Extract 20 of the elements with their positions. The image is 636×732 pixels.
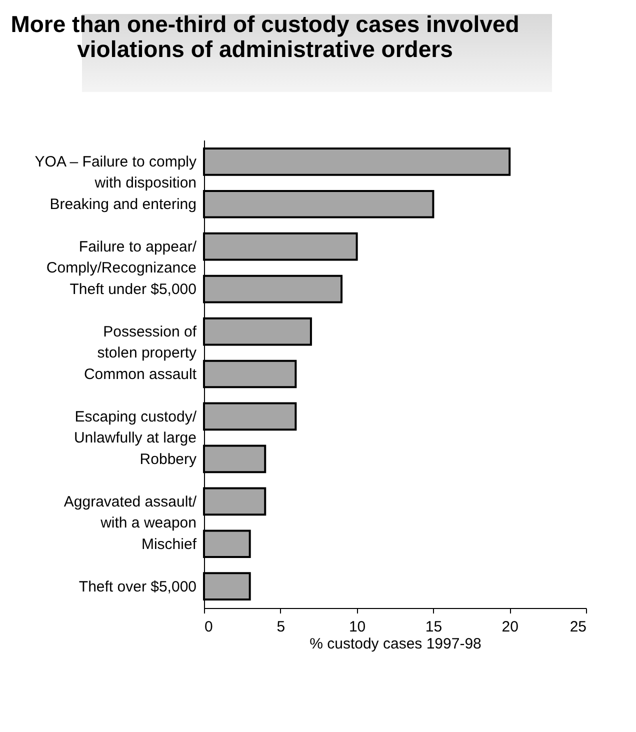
text: More than one-third of custody cases involved xyxy=(10,11,520,37)
y-tick-label: Robbery xyxy=(140,450,197,468)
y-tick-label: Theft over $5,000 xyxy=(78,578,196,596)
y-tick-label: Mischief xyxy=(141,536,198,553)
y-tick-label: YOA – Failure to comply with disposition xyxy=(34,154,197,192)
y-tick-label: Failure to appear/ Comply/Recognizance xyxy=(46,238,198,277)
x-tick-label: 0 xyxy=(204,618,213,636)
y-tick-label: Possession of stolen property xyxy=(97,324,198,362)
y-tick-label: Common assault xyxy=(84,366,198,383)
text: violations of administrative orders xyxy=(77,36,453,62)
x-tick-label: 5 xyxy=(276,618,286,636)
y-tick-label: Escaping custody/ Unlawfully at large xyxy=(74,408,198,446)
x-tick-label: 10 xyxy=(348,618,366,636)
x-tick-label: 25 xyxy=(570,618,586,636)
x-tick-label: 20 xyxy=(502,618,518,636)
x-tick-label: 15 xyxy=(425,618,442,636)
y-tick-label: Theft under $5,000 xyxy=(70,281,196,298)
x-axis-title: % custody cases 1997-98 xyxy=(310,636,482,652)
y-tick-label: Breaking and entering xyxy=(50,196,196,214)
y-tick-label: Aggravated assault/ with a weapon xyxy=(64,493,198,532)
